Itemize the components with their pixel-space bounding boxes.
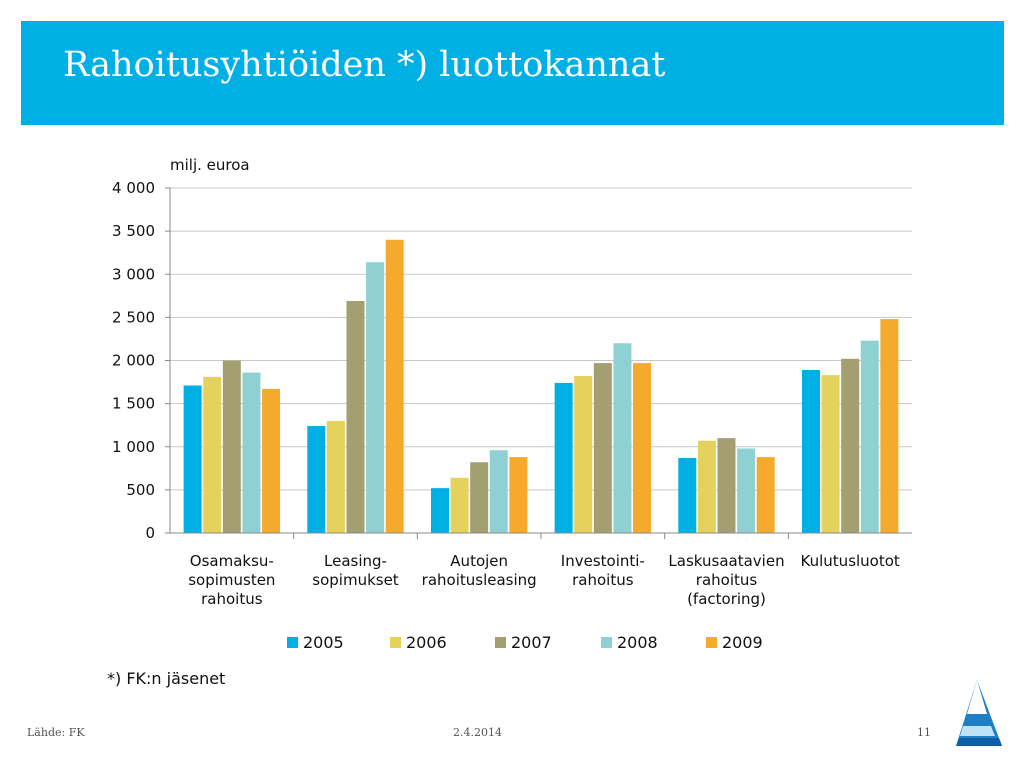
slide-title: Rahoitusyhtiöiden *) luottokannat	[63, 45, 666, 85]
bar	[450, 477, 469, 533]
bar	[346, 300, 365, 533]
x-category-label: Laskusaatavien rahoitus (factoring)	[668, 552, 784, 608]
legend-swatch	[287, 637, 298, 648]
bar	[633, 363, 652, 533]
legend-label: 2007	[511, 633, 552, 652]
y-tick-label: 3 500	[112, 222, 155, 240]
y-tick-label: 4 000	[112, 179, 155, 197]
x-category-label: Kulutusluotot	[801, 552, 900, 570]
x-category-label: Osamaksu-sopimusten rahoitus	[188, 552, 275, 608]
bar	[262, 388, 281, 533]
x-category-label: Leasing-sopimukset	[312, 552, 399, 589]
bar	[183, 385, 202, 533]
y-tick-label: 1 000	[112, 438, 155, 456]
footer-date: 2.4.2014	[453, 726, 502, 739]
legend-swatch	[601, 637, 612, 648]
legend-swatch	[495, 637, 506, 648]
x-category-label: Autojen rahoitusleasing	[422, 552, 537, 589]
bar	[880, 319, 899, 533]
footer-source: Lähde: FK	[27, 726, 85, 739]
bar	[242, 372, 261, 533]
legend-label: 2005	[303, 633, 344, 652]
bar	[678, 457, 697, 533]
bar	[574, 376, 593, 533]
bar	[509, 457, 528, 533]
bar	[203, 376, 222, 533]
legend-label: 2008	[617, 633, 658, 652]
bar	[756, 457, 775, 533]
bar	[717, 438, 736, 533]
bar	[613, 343, 632, 533]
y-tick-label: 0	[145, 524, 155, 542]
bar	[489, 450, 508, 533]
bar	[222, 360, 241, 533]
pyramid-logo-icon	[956, 680, 1002, 746]
bar	[430, 488, 449, 533]
bar	[470, 462, 489, 533]
legend-swatch	[706, 637, 717, 648]
footnote: *) FK:n jäsenet	[107, 669, 225, 688]
bar	[801, 369, 820, 533]
bar	[821, 375, 840, 533]
legend-swatch	[390, 637, 401, 648]
bar	[307, 426, 326, 533]
bar	[366, 262, 385, 533]
title-banner: Rahoitusyhtiöiden *) luottokannat	[21, 21, 1004, 125]
y-tick-label: 1 500	[112, 395, 155, 413]
y-axis-label: milj. euroa	[170, 156, 250, 174]
bar	[326, 420, 345, 533]
y-tick-label: 500	[126, 481, 155, 499]
y-tick-label: 2 000	[112, 352, 155, 370]
y-tick-label: 3 000	[112, 265, 155, 283]
x-category-label: Investointi-rahoitus	[561, 552, 645, 589]
bar	[841, 358, 860, 533]
bar	[737, 448, 756, 533]
bar	[860, 340, 879, 533]
page-number: 11	[917, 726, 931, 739]
legend-label: 2006	[406, 633, 447, 652]
bar	[697, 440, 716, 533]
y-tick-label: 2 500	[112, 308, 155, 326]
bar	[385, 239, 404, 533]
bar	[593, 363, 612, 533]
legend-label: 2009	[722, 633, 763, 652]
bar	[554, 382, 573, 533]
